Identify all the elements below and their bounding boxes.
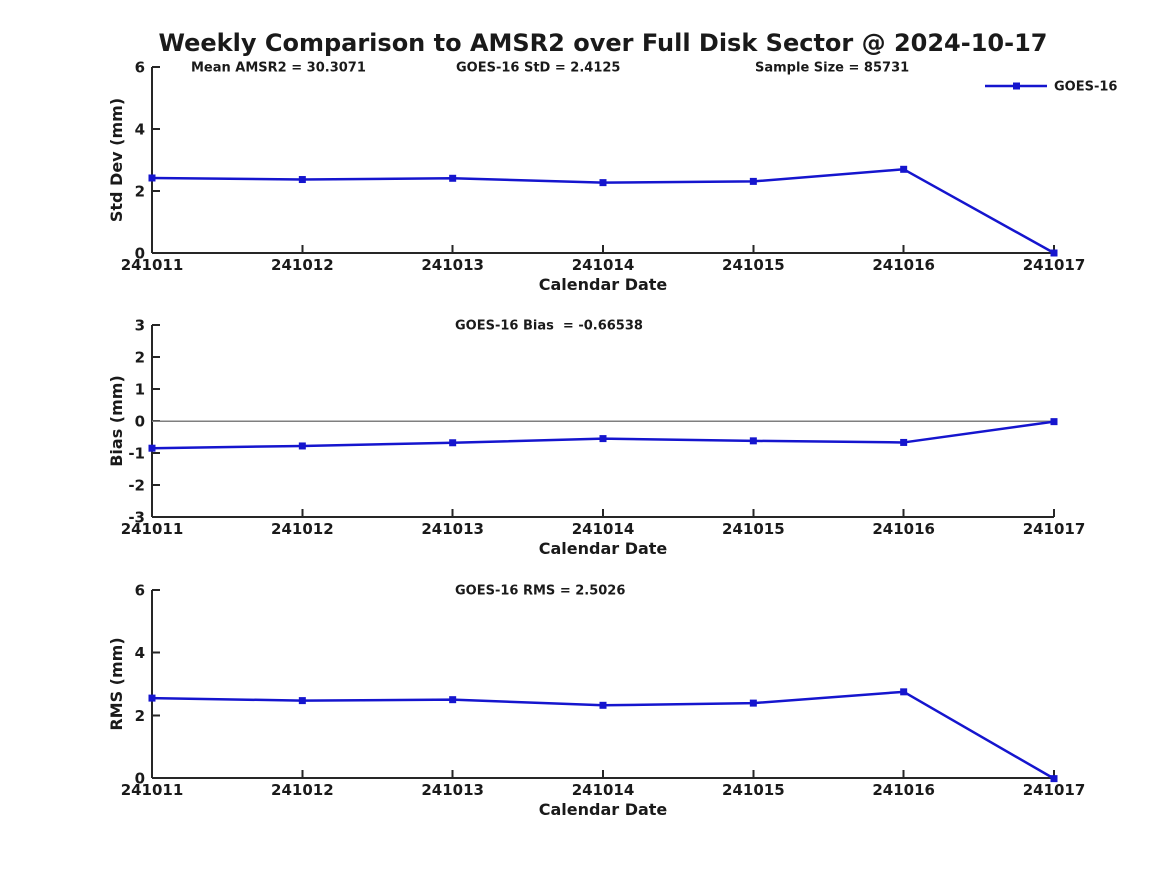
y-axis-label: Std Dev (mm) xyxy=(107,98,126,222)
x-axis-label: Calendar Date xyxy=(539,275,668,294)
data-marker xyxy=(1050,249,1058,257)
data-marker xyxy=(1050,418,1058,426)
y-tick-label: 6 xyxy=(135,582,145,600)
data-marker xyxy=(449,174,457,182)
data-marker xyxy=(1050,775,1058,783)
x-axis-label: Calendar Date xyxy=(539,539,668,558)
annotation: Sample Size = 85731 xyxy=(755,61,909,76)
panel-bias: -3 -2 -1 0 1 2 3 241011 241012 241013 241014 241015… xyxy=(107,317,1085,559)
data-marker xyxy=(298,442,306,450)
data-marker xyxy=(599,179,607,187)
y-tick-label: 4 xyxy=(135,121,145,139)
legend: GOES-16 xyxy=(985,80,1117,95)
x-tick-label: 241014 xyxy=(572,781,635,799)
y-tick-label: 1 xyxy=(135,381,145,399)
x-tick-label: 241013 xyxy=(421,781,484,799)
panel-rms: 0 2 4 6 241011 241012 241013 241014 241015 241016… xyxy=(107,582,1085,820)
x-tick-label: 241014 xyxy=(572,520,635,538)
annotation: GOES-16 RMS = 2.5026 xyxy=(455,584,625,599)
y-tick-label: 0 xyxy=(135,413,145,431)
y-tick-label: 2 xyxy=(135,707,145,725)
data-marker xyxy=(449,439,457,447)
data-marker xyxy=(599,701,607,709)
data-marker xyxy=(900,438,908,446)
data-marker xyxy=(599,435,607,443)
x-tick-label: 241011 xyxy=(121,520,184,538)
data-marker xyxy=(298,176,306,184)
x-tick-label: 241016 xyxy=(872,781,935,799)
x-tick-label: 241016 xyxy=(872,520,935,538)
y-tick-label: -2 xyxy=(128,477,145,495)
x-tick-label: 241015 xyxy=(722,520,785,538)
x-axis-label: Calendar Date xyxy=(539,800,668,819)
legend-label: GOES-16 xyxy=(1054,80,1117,95)
y-tick-label: 0 xyxy=(135,245,145,263)
x-tick-label: 241014 xyxy=(572,256,635,274)
data-marker xyxy=(749,437,757,445)
data-marker xyxy=(148,174,156,182)
y-tick-label: 0 xyxy=(135,770,145,788)
x-tick-label: 241012 xyxy=(271,781,334,799)
annotation: Mean AMSR2 = 30.3071 xyxy=(191,61,366,76)
y-tick-label: 2 xyxy=(135,183,145,201)
data-marker xyxy=(749,699,757,707)
panel-std-dev: 0 2 4 6 241011 241012 241013 241014 241015 241016… xyxy=(107,59,1085,295)
x-tick-label: 241017 xyxy=(1023,256,1086,274)
x-tick-label: 241017 xyxy=(1023,520,1086,538)
x-tick-label: 241015 xyxy=(722,256,785,274)
figure-title: Weekly Comparison to AMSR2 over Full Dis… xyxy=(159,29,1048,57)
x-tick-label: 241013 xyxy=(421,256,484,274)
data-marker xyxy=(900,688,908,696)
data-marker xyxy=(148,694,156,702)
y-axis-label: RMS (mm) xyxy=(107,637,126,730)
data-marker xyxy=(298,697,306,705)
x-tick-label: 241012 xyxy=(271,520,334,538)
y-tick-label: -3 xyxy=(128,509,145,527)
data-marker xyxy=(900,165,908,173)
data-marker xyxy=(749,177,757,185)
x-tick-label: 241017 xyxy=(1023,781,1086,799)
x-tick-label: 241015 xyxy=(722,781,785,799)
data-marker xyxy=(449,696,457,704)
y-tick-label: 2 xyxy=(135,349,145,367)
x-tick-label: 241013 xyxy=(421,520,484,538)
legend-marker xyxy=(1013,82,1020,90)
annotation: GOES-16 StD = 2.4125 xyxy=(456,61,620,76)
x-tick-label: 241012 xyxy=(271,256,334,274)
y-tick-label: 4 xyxy=(135,644,145,662)
data-marker xyxy=(148,444,156,452)
y-tick-label: -1 xyxy=(128,445,145,463)
y-axis-label: Bias (mm) xyxy=(107,375,126,467)
data-line xyxy=(151,420,1055,450)
x-tick-label: 241011 xyxy=(121,781,184,799)
y-tick-label: 6 xyxy=(135,59,145,77)
annotation: GOES-16 Bias = -0.66538 xyxy=(455,319,643,334)
x-tick-label: 241016 xyxy=(872,256,935,274)
x-tick-label: 241011 xyxy=(121,256,184,274)
y-tick-label: 3 xyxy=(135,317,145,335)
